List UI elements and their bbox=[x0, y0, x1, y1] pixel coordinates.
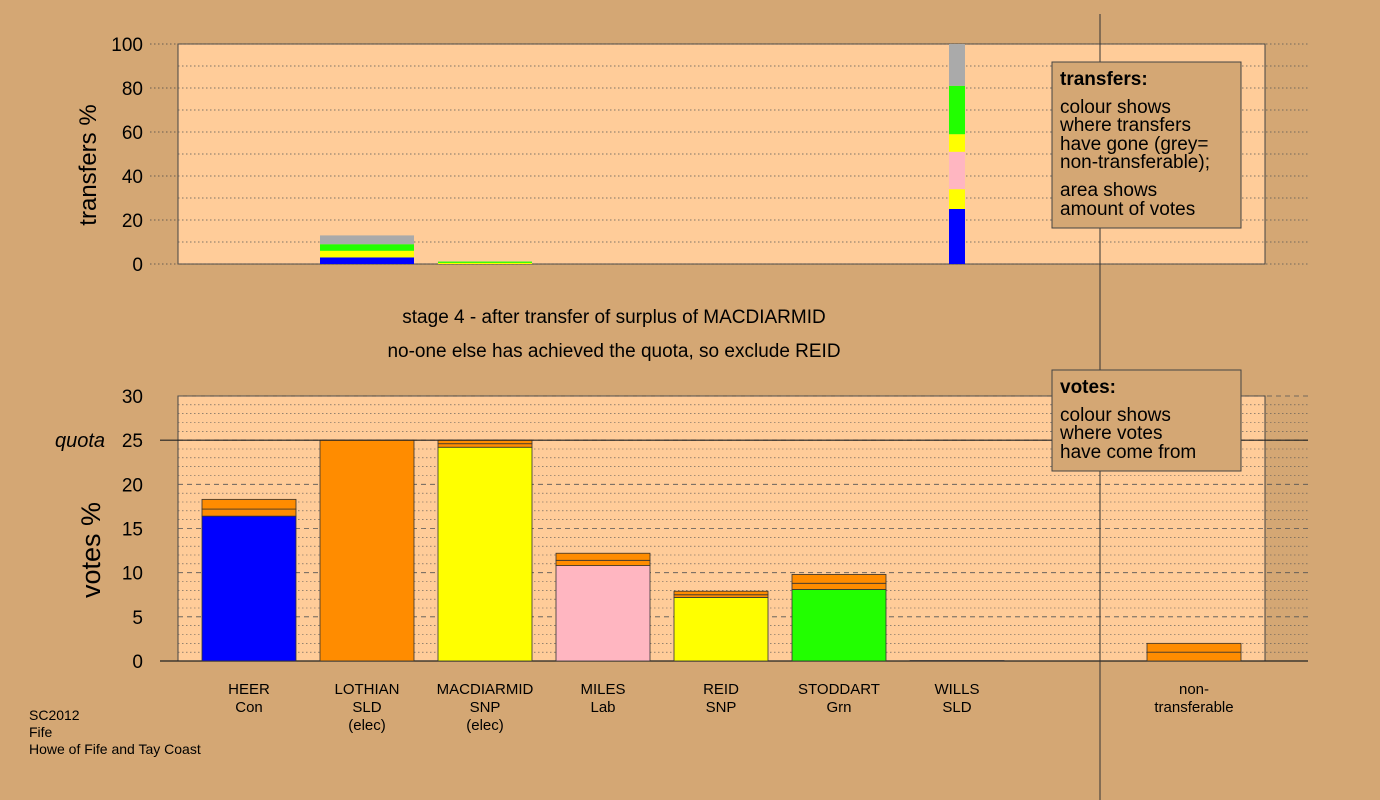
vote-bar-segment bbox=[791, 574, 887, 584]
vote-bar-segment bbox=[791, 582, 887, 590]
vote-bar-segment bbox=[437, 443, 533, 448]
transfer-bar-segment bbox=[320, 235, 414, 245]
transfer-bar-segment bbox=[949, 151, 965, 190]
candidate-label: transferable bbox=[1154, 699, 1233, 716]
votes-legend-line1: colour shows bbox=[1060, 405, 1171, 426]
vote-bar-segment bbox=[201, 515, 297, 662]
transfers-tick-label: 0 bbox=[132, 255, 143, 276]
votes-tick-label: 10 bbox=[122, 564, 143, 585]
transfers-bars bbox=[320, 44, 965, 264]
candidate-label: Lab bbox=[590, 699, 615, 716]
transfers-tick-label: 60 bbox=[122, 123, 143, 144]
transfers-legend: transfers: colour shows where transfers … bbox=[1051, 61, 1242, 229]
votes-tick-label: 5 bbox=[132, 608, 143, 629]
candidate-label: (elec) bbox=[348, 717, 386, 734]
candidate-label: REID bbox=[703, 681, 739, 698]
footer-ward: Howe of Fife and Tay Coast bbox=[29, 741, 201, 757]
vote-bar-segment bbox=[555, 559, 651, 566]
candidate-label: SLD bbox=[352, 699, 381, 716]
vote-bar-segment bbox=[909, 660, 1005, 662]
transfers-legend-line4: non-transferable); bbox=[1060, 152, 1210, 173]
candidate-label: WILLS bbox=[934, 681, 979, 698]
transfers-legend-line2: where transfers bbox=[1059, 115, 1191, 136]
vote-bar-segment bbox=[1146, 642, 1242, 653]
vote-bar-segment bbox=[673, 590, 769, 596]
footer-election: SC2012 bbox=[29, 707, 80, 723]
candidate-label: SNP bbox=[470, 699, 501, 716]
vote-bar-segment bbox=[1146, 651, 1242, 662]
votes-y-ticks: 0 5 10 15 20 25 30 bbox=[122, 387, 143, 673]
vote-bar-segment bbox=[319, 439, 415, 662]
votes-legend-line2: where votes bbox=[1059, 423, 1162, 444]
transfers-legend-title: transfers: bbox=[1060, 69, 1148, 90]
candidate-label: LOTHIAN bbox=[334, 681, 399, 698]
votes-axis-title: votes % bbox=[76, 502, 106, 598]
votes-bars bbox=[201, 439, 1242, 662]
transfers-tick-label: 100 bbox=[111, 35, 143, 56]
candidate-label: SNP bbox=[706, 699, 737, 716]
transfer-bar-segment bbox=[949, 209, 965, 264]
candidate-label: STODDART bbox=[798, 681, 880, 698]
votes-tick-label: 20 bbox=[122, 475, 143, 496]
votes-legend: votes: colour shows where votes have com… bbox=[1051, 369, 1242, 472]
transfers-gridlines bbox=[178, 43, 1308, 265]
transfers-legend-line1: colour shows bbox=[1060, 97, 1171, 118]
candidate-label: HEER bbox=[228, 681, 270, 698]
vote-bar-segment bbox=[201, 498, 297, 510]
transfer-bar-segment bbox=[949, 44, 965, 86]
transfers-legend-line5: area shows bbox=[1060, 180, 1157, 201]
candidate-label: SLD bbox=[942, 699, 971, 716]
candidate-label: Grn bbox=[826, 699, 851, 716]
vote-bar-segment bbox=[201, 508, 297, 517]
candidate-label: Con bbox=[235, 699, 263, 716]
transfers-legend-line3: have gone (grey= bbox=[1060, 134, 1208, 155]
transfer-bar-segment bbox=[438, 261, 532, 263]
transfer-bar-segment bbox=[320, 250, 414, 258]
vote-bar-segment bbox=[555, 552, 651, 561]
candidate-label: MACDIARMID bbox=[437, 681, 534, 698]
quota-label: quota bbox=[55, 430, 105, 452]
candidate-label: MILES bbox=[580, 681, 625, 698]
transfer-bar-segment bbox=[320, 244, 414, 251]
transfer-bar-segment bbox=[320, 257, 414, 264]
transfer-bar-segment bbox=[949, 189, 965, 209]
transfers-legend-line6: amount of votes bbox=[1060, 199, 1195, 220]
transfer-bar-segment bbox=[949, 134, 965, 152]
stage-note: no-one else has achieved the quota, so e… bbox=[387, 341, 840, 362]
vote-bar-segment bbox=[673, 597, 769, 662]
votes-tick-label: 15 bbox=[122, 520, 143, 541]
transfer-bar-segment bbox=[949, 85, 965, 135]
candidate-label: non- bbox=[1179, 681, 1209, 698]
votes-legend-line3: have come from bbox=[1060, 442, 1196, 463]
transfers-tick-label: 80 bbox=[122, 79, 143, 100]
votes-tick-label: 0 bbox=[132, 652, 143, 673]
transfers-y-ticks: 0 20 40 60 80 100 bbox=[111, 35, 178, 276]
transfers-axis-title: transfers % bbox=[75, 104, 102, 225]
votes-legend-title: votes: bbox=[1060, 377, 1116, 398]
candidate-labels: HEERConLOTHIANSLD(elec)MACDIARMIDSNP(ele… bbox=[228, 681, 1233, 734]
footer-council: Fife bbox=[29, 724, 53, 740]
votes-tick-label: 25 bbox=[122, 431, 143, 452]
votes-tick-label: 30 bbox=[122, 387, 143, 408]
vote-bar-segment bbox=[791, 589, 887, 662]
transfer-bar-segment bbox=[438, 262, 532, 264]
transfers-tick-label: 40 bbox=[122, 167, 143, 188]
vote-bar-segment bbox=[437, 446, 533, 662]
candidate-label: (elec) bbox=[466, 717, 504, 734]
vote-bar-segment bbox=[555, 565, 651, 662]
stage-title: stage 4 - after transfer of surplus of M… bbox=[402, 307, 825, 328]
transfers-tick-label: 20 bbox=[122, 211, 143, 232]
